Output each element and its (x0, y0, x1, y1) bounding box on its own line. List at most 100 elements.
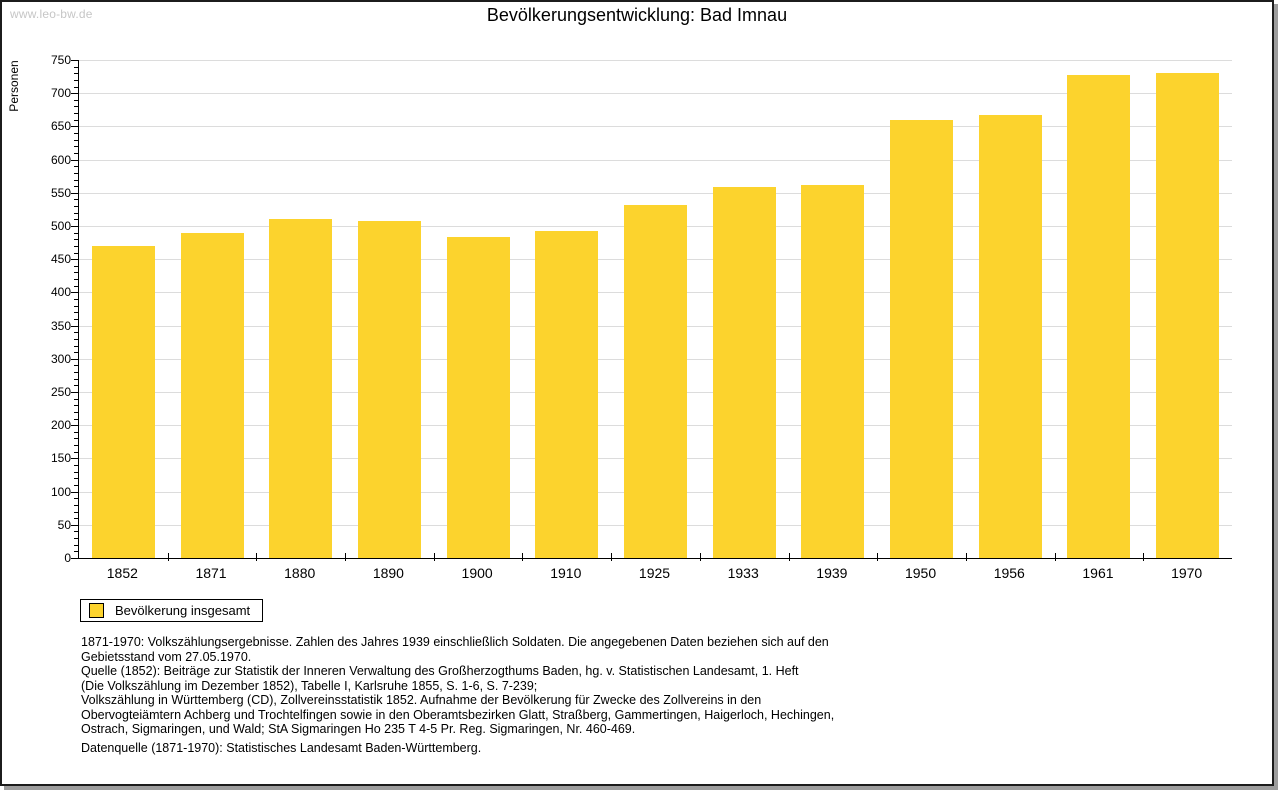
y-minor-tick (74, 166, 78, 167)
y-minor-tick (74, 286, 78, 287)
x-category-tick (788, 553, 790, 561)
x-tick-label: 1950 (904, 565, 937, 581)
gridline (79, 60, 1232, 61)
y-minor-tick (74, 299, 78, 300)
y-tick-label: 250 (50, 385, 71, 399)
footnote-line: Quelle (1852): Beiträge zur Statistik de… (81, 664, 799, 678)
bar (1156, 72, 1220, 558)
y-major-tick (71, 259, 78, 260)
footnote-text: 1871-1970: Volkszählungsergebnisse. Zahl… (81, 635, 1231, 737)
bar (91, 245, 155, 558)
y-minor-tick (74, 365, 78, 366)
y-major-tick (71, 126, 78, 127)
footnote-line: Ostrach, Sigmaringen, und Wald; StA Sigm… (81, 722, 636, 736)
bar (535, 231, 599, 558)
y-minor-tick (74, 246, 78, 247)
y-major-tick (71, 425, 78, 426)
y-minor-tick (74, 512, 78, 513)
footnote-line: Gebietsstand vom 27.05.1970. (81, 649, 252, 664)
x-tick-label: 1852 (106, 565, 138, 581)
y-minor-tick (74, 113, 78, 114)
y-minor-tick (74, 452, 78, 453)
y-tick-label: 300 (50, 351, 71, 366)
y-minor-tick (74, 106, 78, 107)
y-major-tick (71, 93, 78, 94)
y-minor-tick (74, 80, 78, 81)
y-minor-tick (74, 352, 78, 353)
y-major-tick (71, 193, 78, 194)
y-tick-label: 550 (50, 185, 71, 200)
y-major-tick (71, 392, 78, 393)
y-minor-tick (74, 465, 78, 466)
y-tick-label: 350 (50, 318, 71, 333)
legend: Bevölkerung insgesamt (80, 599, 264, 622)
x-category-tick (1143, 553, 1145, 561)
y-minor-tick (74, 279, 78, 280)
y-minor-tick (74, 332, 78, 333)
x-tick-label: 1871 (195, 565, 227, 581)
y-tick-label: 200 (50, 418, 71, 433)
y-tick-label: 650 (50, 119, 71, 134)
bar (357, 220, 421, 558)
x-category-tick (256, 553, 258, 561)
y-minor-tick (74, 253, 78, 254)
y-minor-tick (74, 405, 78, 406)
y-major-tick (71, 525, 78, 526)
plot-area (78, 60, 1232, 561)
y-tick-label: 100 (50, 484, 71, 499)
x-category-tick (699, 553, 701, 561)
y-minor-tick (74, 545, 78, 546)
y-minor-tick (74, 133, 78, 134)
y-minor-tick (74, 312, 78, 313)
x-tick-label: 1933 (727, 565, 759, 581)
x-tick-label: 1925 (638, 565, 671, 581)
footnote-line: Volkszählung in Württemberg (CD), Zollve… (81, 693, 762, 707)
y-minor-tick (74, 73, 78, 74)
legend-swatch (89, 603, 104, 618)
y-tick-label: 500 (50, 219, 71, 233)
watermark: www.leo-bw.de (10, 7, 93, 21)
y-minor-tick (74, 146, 78, 147)
x-tick-label: 1910 (550, 565, 582, 581)
y-minor-tick (74, 199, 78, 200)
y-minor-tick (74, 385, 78, 386)
y-minor-tick (74, 186, 78, 187)
y-minor-tick (74, 445, 78, 446)
y-minor-tick (74, 173, 78, 174)
footnote-line: (Die Volkszählung im Dezember 1852), Tab… (81, 678, 538, 693)
y-major-tick (71, 458, 78, 459)
x-category-tick (433, 553, 435, 561)
chart-title: Bevölkerungsentwicklung: Bad Imnau (486, 5, 788, 25)
y-minor-tick (74, 472, 78, 473)
footnote-line: Obervogteiämtern Achberg und Trochtelfin… (81, 707, 835, 722)
y-tick-label: 600 (50, 152, 71, 167)
y-minor-tick (74, 518, 78, 519)
footnote-line: 1871-1970: Volkszählungsergebnisse. Zahl… (81, 635, 829, 649)
x-category-tick (522, 553, 524, 561)
y-minor-tick (74, 87, 78, 88)
y-major-tick (71, 492, 78, 493)
y-minor-tick (74, 233, 78, 234)
y-minor-tick (74, 438, 78, 439)
x-category-tick (167, 553, 169, 561)
y-minor-tick (74, 485, 78, 486)
y-minor-tick (74, 213, 78, 214)
y-tick-label: 400 (50, 285, 71, 300)
y-tick-label: 750 (50, 53, 71, 67)
x-tick-label: 1956 (993, 565, 1025, 581)
y-major-tick (71, 292, 78, 293)
bar (180, 232, 244, 558)
y-minor-tick (74, 339, 78, 340)
x-tick-label: 1939 (816, 565, 848, 581)
y-minor-tick (74, 478, 78, 479)
y-axis-title: Personen (7, 60, 21, 112)
y-minor-tick (74, 239, 78, 240)
y-minor-tick (74, 538, 78, 539)
gridline (79, 192, 1232, 194)
y-major-tick (71, 160, 78, 161)
x-tick-label: 1970 (1171, 565, 1203, 581)
y-major-tick (71, 60, 78, 61)
x-tick-label: 1890 (372, 565, 404, 581)
y-minor-tick (74, 67, 78, 68)
y-minor-tick (74, 346, 78, 347)
